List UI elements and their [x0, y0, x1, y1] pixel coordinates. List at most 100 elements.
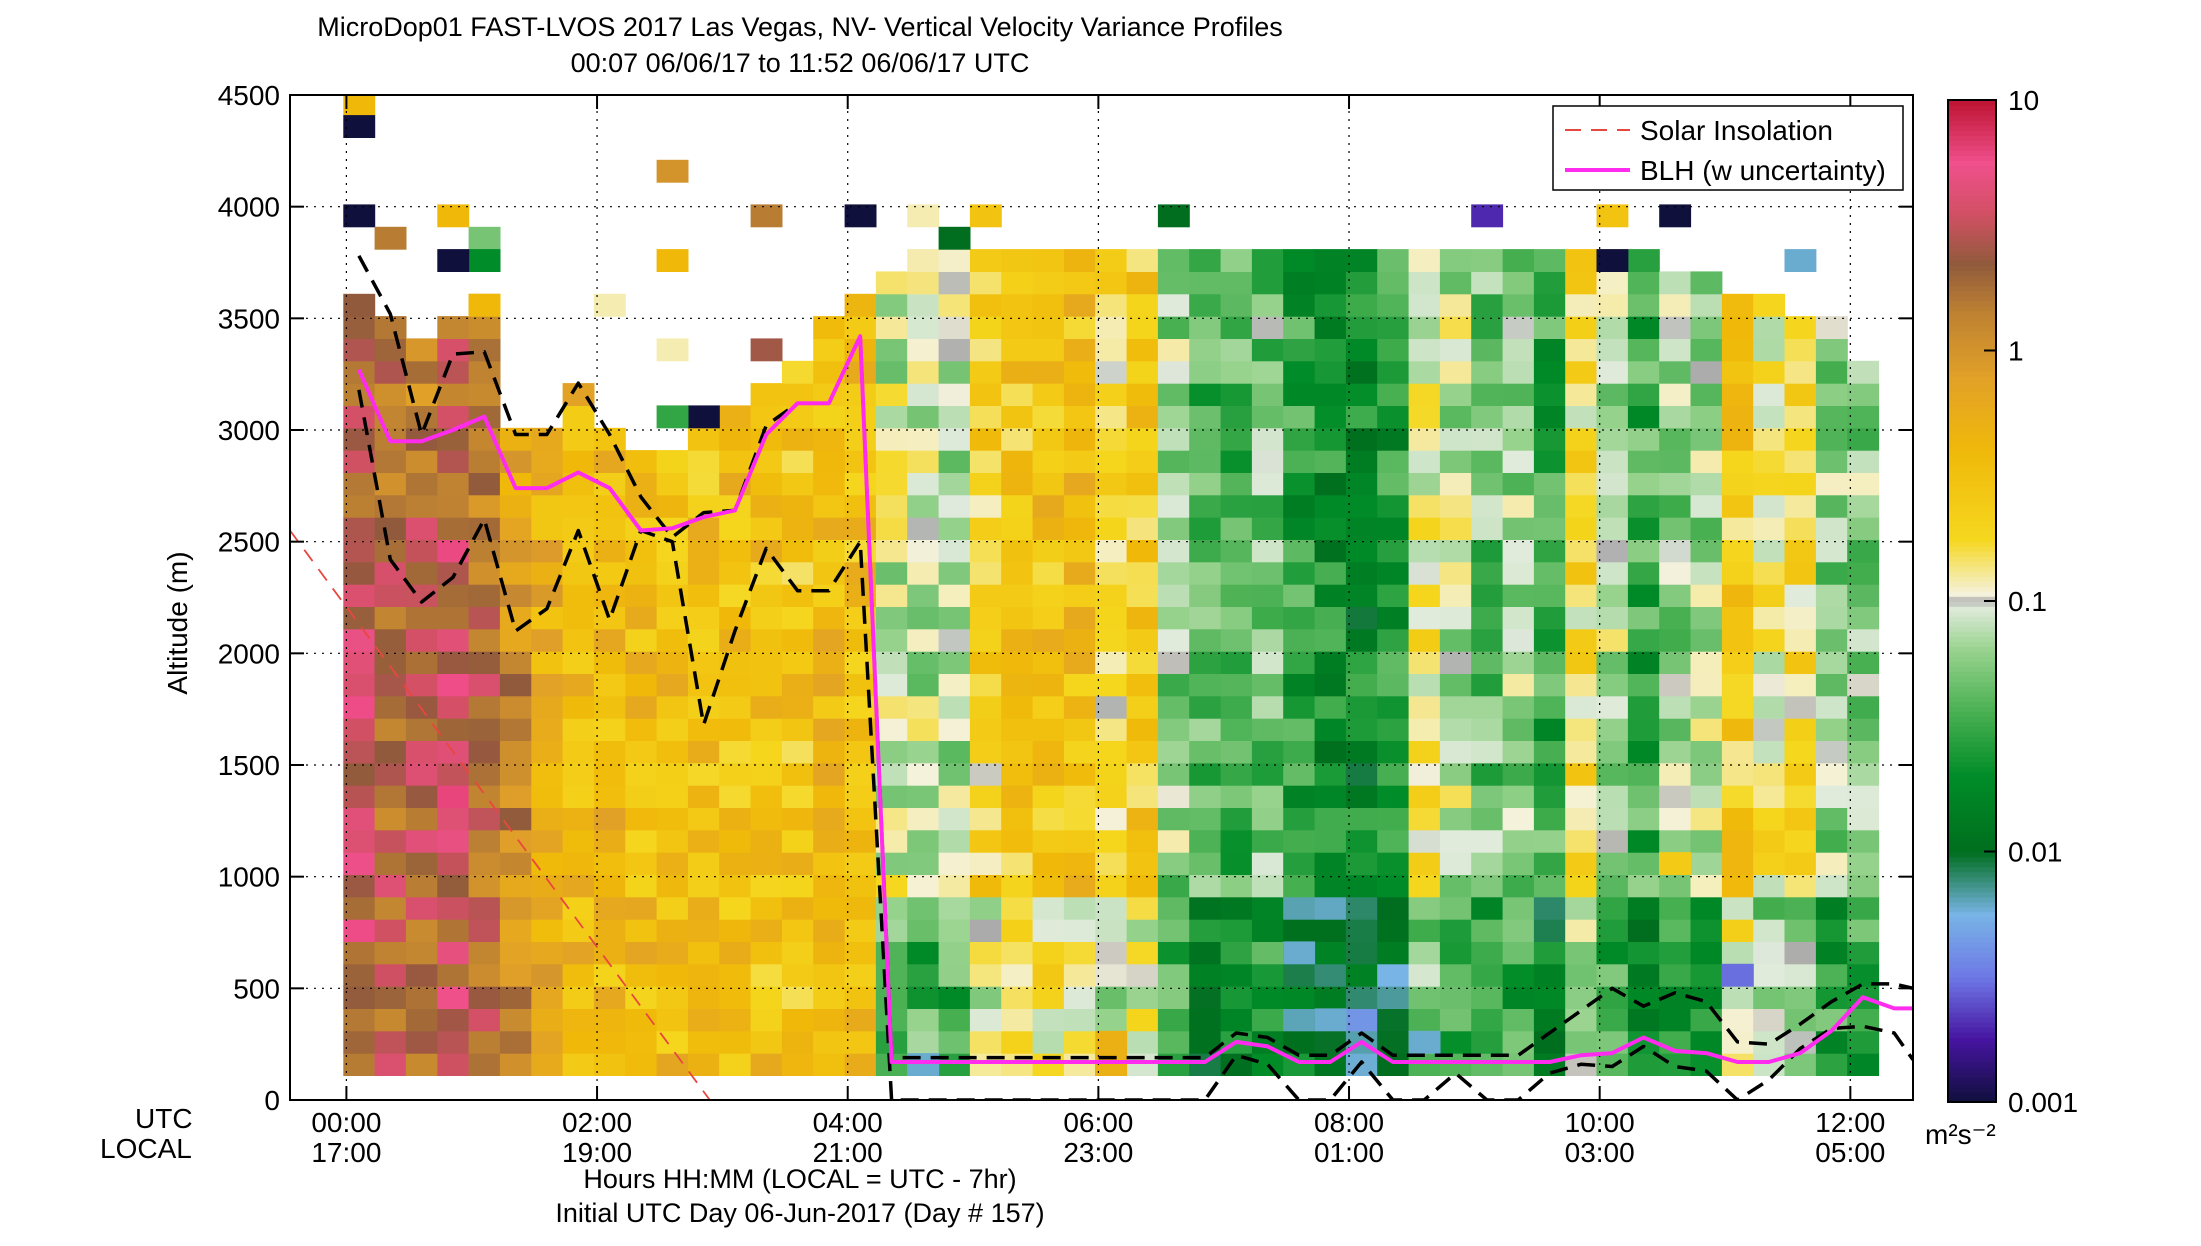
heatmap-cell [1471, 919, 1504, 942]
heatmap-cell [1001, 383, 1034, 406]
x-tick-label-utc: 10:00 [1565, 1107, 1635, 1138]
heatmap-cell [875, 271, 908, 295]
colorbar-segment [1948, 941, 1996, 948]
heatmap-cell [1815, 1053, 1848, 1076]
heatmap-cell [1533, 494, 1566, 518]
heatmap-cell [1126, 785, 1159, 808]
heatmap-cell [1032, 628, 1065, 652]
colorbar-segment [1948, 150, 1996, 156]
heatmap-cell [938, 338, 971, 362]
heatmap-cell [1753, 718, 1786, 741]
heatmap-cell [1345, 718, 1378, 741]
heatmap-cell [1251, 494, 1284, 518]
heatmap-cell [1784, 561, 1817, 585]
heatmap-cell [1063, 651, 1096, 674]
heatmap-cell [1596, 740, 1629, 764]
heatmap-cell [656, 628, 689, 652]
heatmap-cell [1784, 338, 1817, 362]
heatmap-cell [1095, 829, 1128, 853]
heatmap-cell [907, 963, 940, 987]
heatmap-cell [1001, 249, 1034, 272]
heatmap-cell [719, 785, 752, 808]
heatmap-cell [1220, 271, 1253, 295]
heatmap-cell [719, 941, 752, 965]
heatmap-cell [750, 561, 783, 585]
heatmap-cell [1377, 1008, 1410, 1032]
heatmap-cell [687, 427, 720, 451]
colorbar-segment [1948, 736, 1996, 743]
heatmap-cell [1659, 293, 1692, 317]
heatmap-cell [1126, 584, 1159, 607]
heatmap-cell [844, 963, 877, 987]
heatmap-cell [531, 450, 564, 473]
heatmap-cell [1847, 919, 1880, 942]
heatmap-cell [1251, 852, 1284, 875]
colorbar-segment [1948, 390, 1996, 397]
heatmap-cell [687, 740, 720, 764]
heatmap-cell [1251, 740, 1284, 764]
x-tick-label-utc: 06:00 [1063, 1107, 1133, 1138]
heatmap-cell [750, 494, 783, 518]
heatmap-cell [969, 695, 1002, 719]
heatmap-cell [468, 1030, 501, 1054]
heatmap-cell [343, 450, 376, 473]
heatmap-cell [1001, 517, 1034, 540]
heatmap-cell [1283, 673, 1316, 697]
heatmap-cell [813, 360, 846, 384]
colorbar-segment [1948, 170, 1996, 176]
colorbar-tick-label: 0.01 [2008, 837, 2063, 868]
heatmap-cell [938, 360, 971, 384]
heatmap-cell [1627, 249, 1660, 272]
heatmap-cell [907, 472, 940, 496]
heatmap-cell [1032, 539, 1065, 563]
heatmap-cell [1095, 896, 1128, 920]
heatmap-cell [1314, 673, 1347, 697]
heatmap-cell [1721, 494, 1754, 518]
heatmap-cell [1220, 673, 1253, 697]
heatmap-cell [1220, 383, 1253, 406]
heatmap-cell [875, 1053, 908, 1076]
heatmap-cell [1032, 718, 1065, 741]
heatmap-cell [969, 584, 1002, 607]
heatmap-cell [499, 986, 532, 1009]
heatmap-cell [1032, 383, 1065, 406]
heatmap-cell [1314, 293, 1347, 317]
heatmap-cell [1565, 472, 1598, 496]
heatmap-cell [1533, 427, 1566, 451]
heatmap-cell [1408, 293, 1441, 317]
heatmap-cell [1126, 829, 1159, 853]
heatmap-cell [1157, 941, 1190, 965]
heatmap-cell [1345, 896, 1378, 920]
colorbar-segment [1948, 1082, 1996, 1088]
heatmap-cell [1690, 1053, 1723, 1076]
heatmap-cell [781, 919, 814, 942]
colorbar-segment [1948, 495, 1996, 502]
heatmap-cell [1345, 427, 1378, 451]
colorbar-segment [1948, 100, 1996, 106]
heatmap-cell [907, 740, 940, 764]
heatmap-cell [1533, 740, 1566, 764]
colorbar-segment [1948, 195, 1996, 201]
heatmap-cell [1847, 740, 1880, 764]
colorbar-segment [1948, 931, 1996, 938]
heatmap-cell [1377, 584, 1410, 607]
heatmap-cell [969, 405, 1002, 429]
heatmap-cell [1471, 986, 1504, 1009]
heatmap-cell [656, 762, 689, 786]
colorbar-segment [1948, 626, 1996, 632]
heatmap-cell [499, 941, 532, 965]
heatmap-cell [938, 718, 971, 741]
heatmap-cell [1251, 963, 1284, 987]
heatmap-cell [1847, 472, 1880, 496]
heatmap-cell [374, 852, 407, 875]
heatmap-cell [781, 941, 814, 965]
heatmap-cell [593, 472, 626, 496]
heatmap-cell [1815, 1008, 1848, 1032]
heatmap-cell [844, 293, 877, 317]
heatmap-cell [1126, 539, 1159, 563]
heatmap-cell [1659, 494, 1692, 518]
heatmap-cell [1314, 718, 1347, 741]
heatmap-cell [1314, 807, 1347, 831]
heatmap-cell [781, 673, 814, 697]
heatmap-cell [1471, 249, 1504, 272]
